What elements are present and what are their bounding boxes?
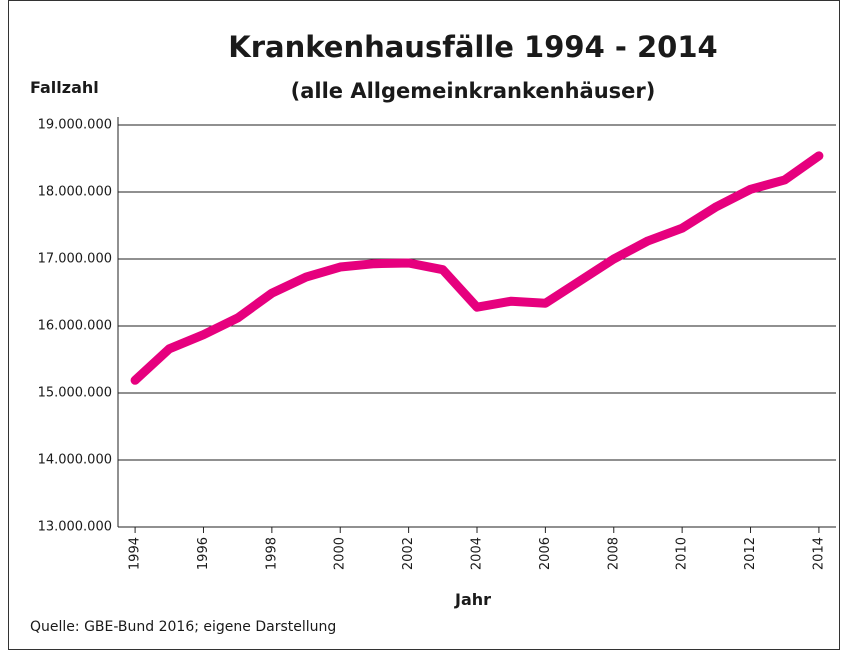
x-tick-label: 1996 — [196, 537, 211, 570]
chart-title: Krankenhausfälle 1994 - 2014 — [228, 30, 717, 64]
x-tick-label: 2008 — [606, 537, 621, 570]
x-tick-label: 1994 — [128, 537, 143, 570]
x-axis-label: Jahr — [454, 590, 491, 609]
x-tick-label: 2012 — [743, 537, 758, 570]
y-tick-label: 14.000.000 — [38, 453, 112, 468]
y-tick-label: 19.000.000 — [38, 118, 112, 133]
x-tick-label: 2000 — [333, 537, 348, 570]
chart-subtitle: (alle Allgemeinkrankenhäuser) — [291, 79, 656, 103]
x-tick-label: 2002 — [401, 537, 416, 570]
data-line — [130, 151, 824, 385]
x-tick-label: 2004 — [470, 537, 485, 570]
y-tick-label: 17.000.000 — [38, 252, 112, 267]
x-tick-label: 2010 — [675, 537, 690, 570]
y-tick-label: 16.000.000 — [38, 319, 112, 334]
y-axis-label: Fallzahl — [30, 78, 99, 97]
source: Quelle: GBE-Bund 2016; eigene Darstellun… — [30, 619, 336, 635]
x-tick-label: 1998 — [264, 537, 279, 570]
frame — [8, 0, 840, 650]
x-tick-label: 2014 — [811, 537, 826, 570]
y-tick-label: 15.000.000 — [38, 386, 112, 401]
y-tick-label: 13.000.000 — [38, 520, 112, 535]
x-tick-label: 2006 — [538, 537, 553, 570]
y-tick-label: 18.000.000 — [38, 185, 112, 200]
